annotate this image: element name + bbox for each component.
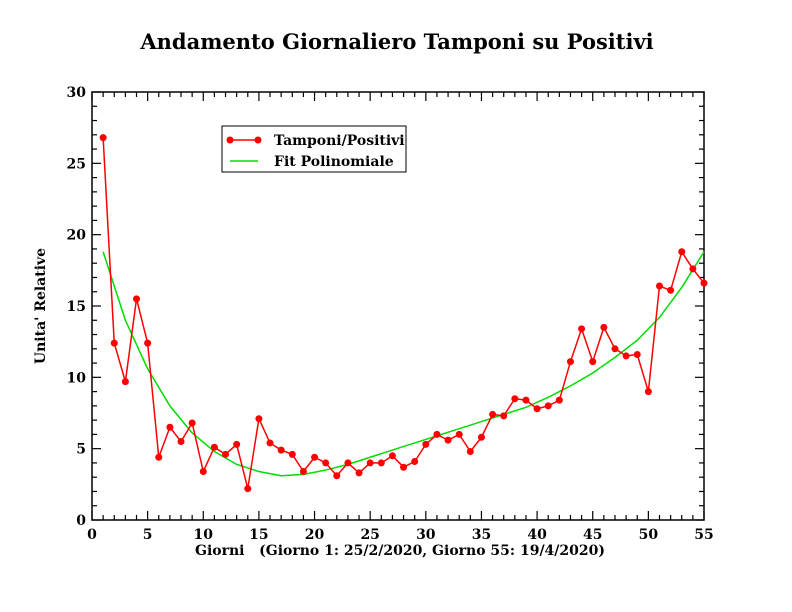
data-point [344, 459, 352, 467]
data-point [589, 358, 597, 366]
data-point [311, 453, 319, 461]
series-tamponi-positivi [99, 134, 708, 493]
y-tick-label: 15 [67, 299, 86, 315]
chart-title: Andamento Giornaliero Tamponi su Positiv… [139, 29, 653, 54]
y-tick-label: 25 [67, 156, 86, 172]
x-tick-label: 15 [249, 527, 268, 543]
legend-box [221, 125, 407, 173]
data-point [99, 134, 107, 142]
data-point [489, 410, 497, 418]
x-tick-label: 20 [305, 527, 325, 543]
x-tick-label: 25 [360, 527, 379, 543]
data-point [277, 446, 285, 454]
y-tick-label: 5 [76, 442, 86, 458]
legend-label-tamponi: Tamponi/Positivi [274, 133, 405, 149]
data-point [633, 351, 641, 359]
data-point [155, 453, 163, 461]
data-point [544, 402, 552, 410]
legend-marker-tamponi [254, 136, 262, 144]
series-line-tamponi [102, 137, 705, 490]
y-tick-label: 10 [67, 370, 87, 386]
data-point [255, 415, 263, 423]
x-tick-label: 55 [694, 527, 713, 543]
data-point [233, 440, 241, 448]
data-point [355, 469, 363, 477]
legend-marker-tamponi [226, 136, 234, 144]
data-point [433, 430, 441, 438]
series-fit-polinomiale [102, 251, 705, 477]
data-point [600, 323, 608, 331]
legend: Tamponi/Positivi Fit Polinomiale [221, 125, 407, 173]
data-point [511, 395, 519, 403]
data-point [144, 339, 152, 347]
data-point [678, 248, 686, 256]
series-layer [99, 134, 708, 493]
data-point [500, 412, 508, 420]
data-point [199, 467, 207, 475]
data-point [377, 459, 385, 467]
y-tick-label: 30 [67, 85, 87, 101]
data-point [422, 440, 430, 448]
series-line-fit [102, 251, 705, 477]
data-point [555, 396, 563, 404]
x-tick-label: 30 [416, 527, 436, 543]
data-point [578, 325, 586, 333]
data-point [466, 448, 474, 456]
data-point [133, 295, 141, 303]
data-point [655, 282, 663, 290]
y-tick-label: 20 [67, 228, 87, 244]
data-point [166, 423, 174, 431]
y-tick-label: 0 [76, 513, 86, 529]
data-point [455, 430, 463, 438]
data-point [622, 352, 630, 360]
x-tick-label: 5 [143, 527, 153, 543]
data-point [110, 339, 118, 347]
y-axis-label: Unita' Relative [33, 248, 49, 364]
x-tick-label: 35 [472, 527, 491, 543]
data-point [210, 443, 218, 451]
data-point [644, 388, 652, 396]
data-point [411, 458, 419, 466]
tick-labels: 0 5 10 15 20 25 30 35 40 45 50 55 0 5 10 15 20 25 30 [67, 85, 714, 543]
data-point [299, 467, 307, 475]
legend-label-fit: Fit Polinomiale [274, 154, 394, 170]
data-point [244, 485, 252, 493]
data-point [611, 345, 619, 353]
data-point [533, 405, 541, 413]
data-point [222, 450, 230, 458]
x-axis-label: Giorni (Giorno 1: 25/2/2020, Giorno 55: … [195, 543, 605, 559]
data-point [522, 396, 530, 404]
axis-ticks [91, 91, 705, 521]
x-tick-label: 40 [527, 527, 547, 543]
data-point [266, 439, 274, 447]
x-tick-label: 0 [87, 527, 97, 543]
data-point [444, 436, 452, 444]
data-point [400, 463, 408, 471]
data-point [121, 378, 129, 386]
x-tick-label: 45 [583, 527, 602, 543]
data-point [388, 452, 396, 460]
x-tick-label: 50 [639, 527, 659, 543]
data-point [366, 459, 374, 467]
data-point [288, 450, 296, 458]
data-point [566, 358, 574, 366]
data-point [689, 265, 697, 273]
data-point [667, 286, 675, 294]
data-point [477, 433, 485, 441]
data-point [188, 419, 196, 427]
x-tick-label: 10 [194, 527, 214, 543]
data-point [177, 438, 185, 446]
data-point [333, 472, 341, 480]
data-point [700, 279, 708, 287]
data-point [322, 459, 330, 467]
